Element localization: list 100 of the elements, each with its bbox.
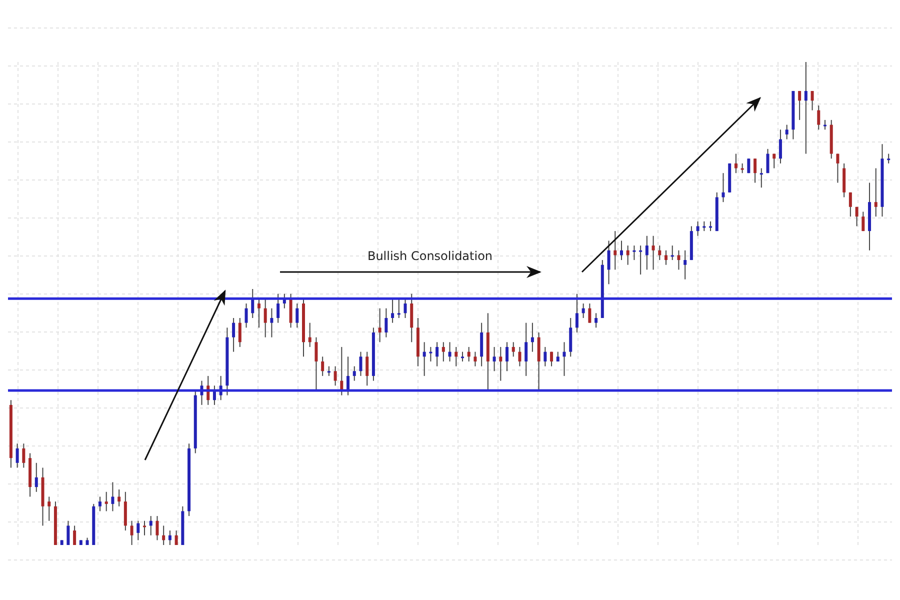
candlestick: [740, 162, 744, 174]
candlestick: [836, 153, 840, 184]
candlestick: [506, 342, 509, 372]
candlestick: [874, 168, 878, 218]
candlestick: [16, 443, 19, 468]
candlestick: [448, 342, 452, 362]
candlestick: [709, 220, 712, 232]
candlestick: [378, 308, 382, 343]
candlestick: [544, 346, 547, 367]
candlestick: [652, 235, 655, 270]
candlestick: [614, 230, 617, 270]
candlestick: [104, 491, 108, 512]
candlestick: [238, 317, 242, 348]
candlestick: [620, 240, 623, 261]
candlestick: [530, 322, 534, 352]
candlestick: [772, 153, 776, 169]
candlestick: [143, 520, 146, 536]
candlestick: [130, 520, 134, 545]
candlestick: [422, 342, 426, 376]
candlestick: [823, 119, 826, 130]
candlestick: [582, 303, 585, 318]
candlestick: [785, 124, 788, 140]
candlestick: [308, 322, 312, 348]
candlestick: [257, 298, 260, 328]
candlestick: [887, 153, 890, 164]
candlestick: [73, 525, 76, 545]
candlestick: [645, 235, 648, 270]
candlestick: [684, 250, 687, 280]
candlestick: [804, 62, 808, 154]
candlestick: [474, 351, 477, 367]
candlestick: [588, 303, 592, 324]
candlestick: [66, 520, 70, 545]
candlestick: [607, 240, 610, 285]
candlestick: [442, 342, 445, 362]
candlestick: [359, 351, 362, 376]
candlestick: [162, 525, 166, 545]
candlestick: [658, 245, 662, 261]
candlestick: [327, 366, 330, 376]
candlestick: [334, 366, 337, 386]
candlestick: [524, 322, 528, 376]
candlestick: [232, 317, 236, 352]
candlestick: [512, 342, 515, 358]
candlestick: [778, 129, 782, 164]
candlestick: [391, 298, 394, 324]
candlestick: [149, 516, 152, 536]
candlestick: [734, 153, 738, 174]
candlestick: [467, 346, 470, 362]
candlestick: [492, 346, 496, 372]
candlestick: [276, 293, 280, 324]
candlestick: [321, 356, 324, 376]
candlestick: [626, 245, 630, 266]
candlestick: [314, 336, 318, 391]
candlestick: [346, 356, 350, 396]
candlestick: [670, 245, 674, 261]
candlestick: [499, 346, 502, 382]
candlestick: [594, 312, 598, 328]
candlestick: [397, 298, 400, 318]
candlestick: [111, 482, 114, 512]
candlestick: [244, 303, 248, 328]
candlestick: [575, 293, 578, 333]
annotation: Bullish Consolidation: [367, 249, 493, 263]
candlestick: [702, 220, 706, 232]
candlestick: [34, 462, 38, 492]
candlestick: [550, 351, 554, 367]
candlestick: [798, 90, 802, 120]
candlestick: [562, 342, 566, 376]
candlestick: [270, 308, 274, 338]
candlestick: [436, 342, 439, 367]
candlestick: [696, 220, 700, 236]
candlestick: [454, 346, 458, 367]
candlestick: [747, 158, 750, 174]
candlestick: [754, 158, 757, 184]
candlestick: [136, 520, 140, 541]
candlestick: [639, 245, 642, 276]
candlestick: [632, 245, 636, 261]
candlestick: [118, 488, 121, 507]
candlestick: [352, 366, 356, 382]
candlestick: [766, 148, 770, 174]
candlestick: [404, 298, 407, 318]
candlestick: [855, 206, 858, 227]
candlestick: [429, 346, 432, 362]
candlestick: [810, 90, 814, 111]
candlestick: [817, 104, 820, 130]
candlestick: [556, 351, 560, 362]
candlestick: [156, 516, 159, 541]
candlestick: [722, 172, 725, 203]
candlestick: [664, 250, 668, 266]
candlestick: [862, 211, 865, 232]
candlestick: [460, 351, 464, 362]
candlestick: [251, 288, 254, 318]
candlestick: [518, 346, 522, 367]
candlestick: [760, 168, 763, 188]
candlestick: [174, 530, 178, 545]
candlestick: [384, 308, 388, 338]
candlestick: [48, 496, 51, 522]
candlestick: [168, 530, 172, 545]
candlestick: [296, 303, 299, 328]
candlestick: [264, 298, 267, 338]
candlestick: [366, 351, 369, 386]
candlestick: [22, 443, 26, 468]
